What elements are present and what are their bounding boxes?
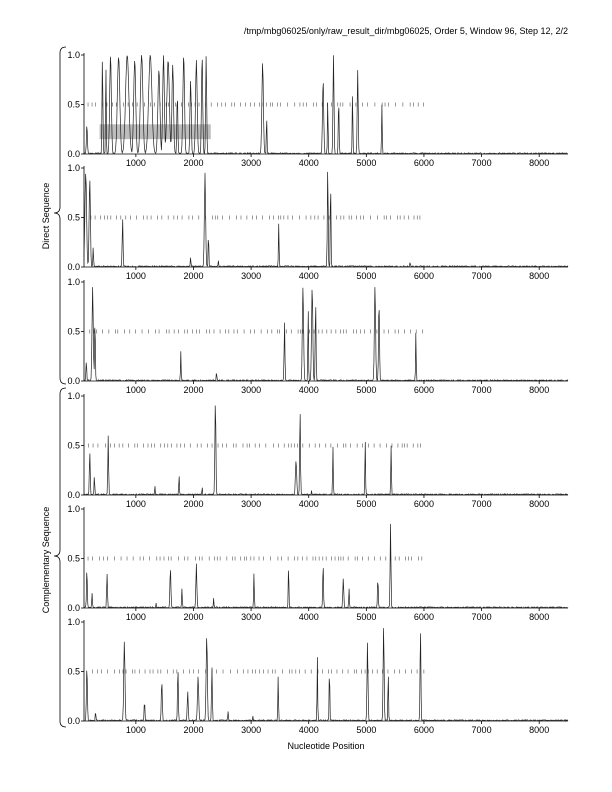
x-tick-label: 3000 — [241, 385, 261, 395]
x-tick-label: 7000 — [472, 612, 492, 622]
x-tick-label: 5000 — [356, 725, 376, 735]
x-tick-label: 4000 — [299, 725, 319, 735]
y-tick-label: 1.0 — [67, 163, 80, 173]
x-tick-label: 4000 — [299, 271, 319, 281]
x-tick-label: 5000 — [356, 385, 376, 395]
x-tick-label: 1000 — [126, 499, 146, 509]
x-tick-label: 7000 — [472, 385, 492, 395]
y-tick-label: 0.0 — [67, 149, 80, 159]
x-tick-label: 7000 — [472, 725, 492, 735]
x-axis-title: Nucleotide Position — [287, 741, 364, 751]
x-tick-label: 4000 — [299, 612, 319, 622]
y-tick-label: 0.0 — [67, 716, 80, 726]
probability-line — [83, 405, 569, 496]
y-tick-label: 1.0 — [67, 391, 80, 401]
direct-bracket — [53, 46, 67, 385]
x-tick-label: 3000 — [241, 612, 261, 622]
y-tick-label: 0.0 — [67, 262, 80, 272]
y-tick-label: 1.0 — [67, 504, 80, 514]
x-tick-label: 2000 — [183, 271, 203, 281]
y-tick-label: 0.0 — [67, 603, 80, 613]
x-tick-label: 3000 — [241, 725, 261, 735]
panel-4: 0.0 0.5 1.0 1000 2000 3000 4000 5000 6000 7000 800… — [67, 391, 569, 509]
x-tick-label: 2000 — [183, 725, 203, 735]
panel-5: 0.0 0.5 1.0 1000 2000 3000 4000 5000 6000 7000 800… — [67, 504, 569, 622]
x-tick-label: 5000 — [356, 499, 376, 509]
x-tick-label: 1000 — [126, 725, 146, 735]
x-tick-label: 8000 — [529, 158, 549, 168]
x-tick-label: 6000 — [414, 612, 434, 622]
x-tick-label: 7000 — [472, 158, 492, 168]
y-tick-label: 0.5 — [67, 554, 80, 564]
complementary-sequence-label: Complementary Sequence — [41, 507, 51, 614]
x-tick-label: 8000 — [529, 612, 549, 622]
page-title: /tmp/mbg06025/only/raw_result_dir/mbg060… — [243, 26, 568, 36]
y-tick-label: 0.5 — [67, 667, 80, 677]
group-brackets: Direct Sequence Complementary Sequence N… — [41, 46, 365, 751]
y-tick-label: 0.5 — [67, 327, 80, 337]
x-tick-label: 6000 — [414, 271, 434, 281]
x-tick-label: 8000 — [529, 725, 549, 735]
probability-line — [83, 628, 569, 722]
panel-3: 0.0 0.5 1.0 1000 2000 3000 4000 5000 6000 7000 800… — [67, 277, 569, 395]
probability-line — [83, 287, 569, 382]
x-tick-label: 4000 — [299, 385, 319, 395]
panel-2: 0.0 0.5 1.0 1000 2000 3000 4000 5000 6000 7000 800… — [67, 163, 569, 281]
y-tick-label: 0.0 — [67, 376, 80, 386]
direct-sequence-label: Direct Sequence — [41, 183, 51, 250]
y-tick-label: 0.0 — [67, 490, 80, 500]
complementary-bracket — [53, 387, 67, 728]
x-tick-label: 5000 — [356, 158, 376, 168]
x-tick-label: 6000 — [414, 385, 434, 395]
x-tick-label: 1000 — [126, 612, 146, 622]
y-tick-label: 1.0 — [67, 277, 80, 287]
panels-group: 0.0 0.5 1.0 1000 2000 3000 4000 5000 6000 7000 800… — [67, 50, 569, 735]
y-tick-label: 0.5 — [67, 213, 80, 223]
x-tick-label: 1000 — [126, 271, 146, 281]
x-tick-label: 2000 — [183, 612, 203, 622]
x-tick-label: 1000 — [126, 385, 146, 395]
x-tick-label: 5000 — [356, 271, 376, 281]
x-tick-label: 4000 — [299, 158, 319, 168]
x-tick-label: 2000 — [183, 385, 203, 395]
x-tick-label: 1000 — [126, 158, 146, 168]
probability-line — [83, 523, 569, 609]
panel-1: 0.0 0.5 1.0 1000 2000 3000 4000 5000 6000 7000 800… — [67, 50, 569, 168]
x-tick-label: 2000 — [183, 158, 203, 168]
probability-line — [83, 171, 569, 269]
y-tick-label: 0.5 — [67, 441, 80, 451]
y-tick-label: 1.0 — [67, 617, 80, 627]
x-tick-label: 2000 — [183, 499, 203, 509]
y-tick-label: 1.0 — [67, 50, 80, 60]
y-tick-label: 0.5 — [67, 100, 80, 110]
panel-6: 0.0 0.5 1.0 1000 2000 3000 4000 5000 6000 7000 800… — [67, 617, 569, 735]
coding-region-bar — [99, 124, 211, 140]
x-tick-label: 6000 — [414, 158, 434, 168]
x-tick-label: 7000 — [472, 271, 492, 281]
probability-line — [83, 55, 569, 155]
x-tick-label: 3000 — [241, 271, 261, 281]
x-tick-label: 8000 — [529, 271, 549, 281]
x-tick-label: 6000 — [414, 725, 434, 735]
x-tick-label: 7000 — [472, 499, 492, 509]
x-tick-label: 8000 — [529, 385, 549, 395]
x-tick-label: 5000 — [356, 612, 376, 622]
x-tick-label: 6000 — [414, 499, 434, 509]
x-tick-label: 4000 — [299, 499, 319, 509]
x-tick-label: 3000 — [241, 158, 261, 168]
x-tick-label: 3000 — [241, 499, 261, 509]
x-tick-label: 8000 — [529, 499, 549, 509]
